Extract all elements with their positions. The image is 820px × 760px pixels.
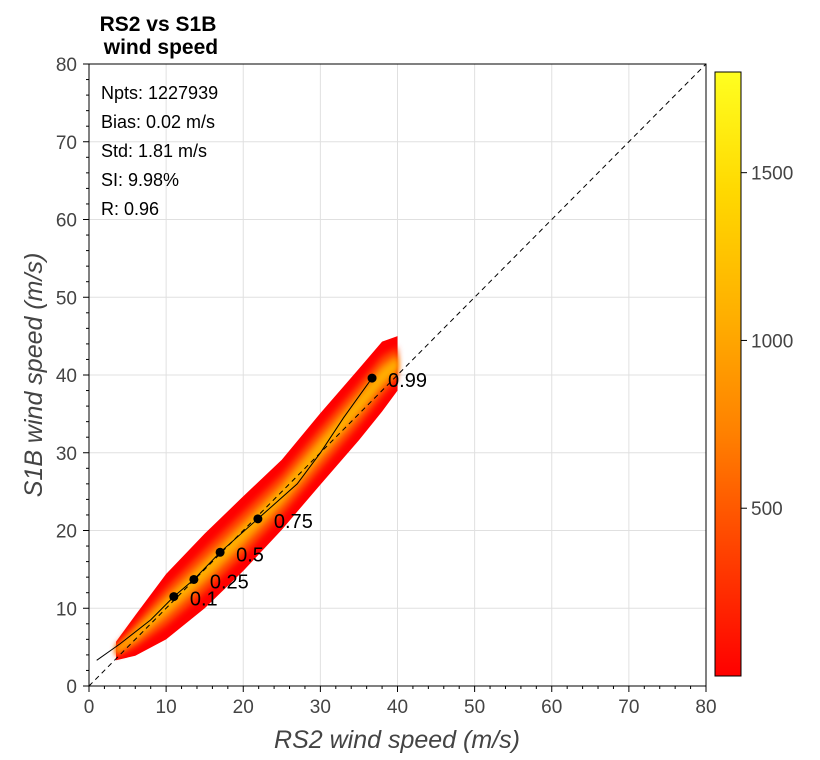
y-tick-label: 50 bbox=[56, 288, 77, 309]
quantile-label: 0.5 bbox=[236, 544, 264, 566]
stat-npts: Npts: 1227939 bbox=[101, 83, 218, 103]
y-axis-ticks: 0 10 20 30 40 50 60 70 80 bbox=[56, 55, 89, 698]
stat-bias: Bias: 0.02 m/s bbox=[101, 112, 215, 132]
y-tick-label: 80 bbox=[56, 55, 77, 76]
x-tick-label: 60 bbox=[541, 697, 562, 718]
stat-si: SI: 9.98% bbox=[101, 170, 179, 190]
density-layer bbox=[116, 353, 398, 655]
x-axis-ticks: 0 10 20 30 40 50 60 70 80 bbox=[84, 686, 717, 718]
stats-box: Npts: 1227939 Bias: 0.02 m/s Std: 1.81 m… bbox=[101, 83, 218, 219]
y-tick-label: 30 bbox=[56, 444, 77, 465]
density-layer bbox=[116, 358, 398, 653]
plot-area: 0.10.25 0.5 0.75 0.99 bbox=[88, 63, 707, 687]
x-tick-label: 50 bbox=[464, 697, 485, 718]
y-tick-label: 10 bbox=[56, 599, 77, 620]
y-tick-label: 60 bbox=[56, 211, 77, 232]
y-tick-label: 40 bbox=[56, 366, 77, 387]
quantile-point bbox=[189, 574, 199, 584]
title-line-2: wind speed bbox=[98, 36, 218, 59]
x-tick-label: 10 bbox=[156, 697, 177, 718]
title: RS2 vs S1B wind speed bbox=[98, 13, 218, 59]
x-tick-label: 40 bbox=[387, 697, 408, 718]
quantile-point bbox=[169, 592, 179, 602]
colorbar-bar bbox=[714, 71, 742, 677]
y-axis-label: S1B wind speed (m/s) bbox=[20, 253, 48, 498]
x-tick-label: 0 bbox=[84, 697, 95, 718]
quantile-point bbox=[367, 373, 377, 383]
quantile-points: 0.10.25 0.5 0.75 0.99 bbox=[169, 370, 427, 611]
colorbar-tick-label: 500 bbox=[751, 499, 783, 520]
y-tick-label: 20 bbox=[56, 522, 77, 543]
quantile-label: 0.99 bbox=[388, 370, 427, 392]
quantile-point bbox=[253, 514, 263, 524]
x-tick-label: 70 bbox=[618, 697, 639, 718]
density-cloud bbox=[116, 336, 398, 661]
x-tick-label: 30 bbox=[310, 697, 331, 718]
colorbar-ticks: 500 1000 1500 bbox=[741, 164, 793, 520]
colorbar-tick-label: 1500 bbox=[751, 164, 793, 185]
y-tick-label: 0 bbox=[66, 677, 77, 698]
colorbar-tick-label: 1000 bbox=[751, 331, 793, 352]
quantile-label: 0.25 bbox=[210, 571, 249, 593]
colorbar: 500 1000 1500 bbox=[714, 71, 793, 677]
stat-std: Std: 1.81 m/s bbox=[101, 141, 207, 161]
x-axis-label: RS2 wind speed (m/s) bbox=[274, 726, 520, 754]
stat-r: R: 0.96 bbox=[101, 199, 159, 219]
title-line-1: RS2 vs S1B bbox=[100, 13, 217, 36]
y-tick-label: 70 bbox=[56, 133, 77, 154]
x-tick-label: 80 bbox=[695, 697, 716, 718]
quantile-point bbox=[215, 547, 225, 557]
x-tick-label: 20 bbox=[233, 697, 254, 718]
quantile-label: 0.75 bbox=[274, 511, 313, 533]
quantile-label: 0.1 bbox=[190, 589, 218, 611]
